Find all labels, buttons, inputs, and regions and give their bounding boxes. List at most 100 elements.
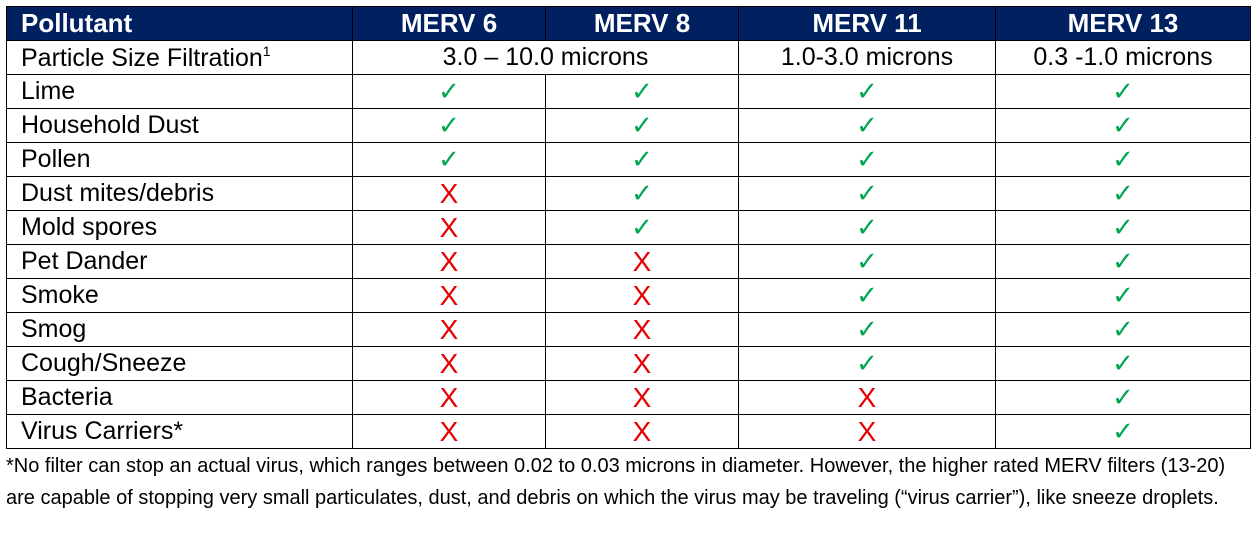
checkmark-icon: ✓ xyxy=(856,144,878,175)
checkmark-icon: ✓ xyxy=(856,76,878,107)
merv13-cell: ✓ xyxy=(995,244,1251,279)
pollutant-label: Bacteria xyxy=(6,380,353,415)
table-row: Household Dust ✓ ✓ ✓ ✓ xyxy=(6,108,1251,143)
x-mark-icon: X xyxy=(632,245,652,277)
size-merv13: 0.3 -1.0 microns xyxy=(995,40,1251,75)
merv13-cell: ✓ xyxy=(995,142,1251,177)
checkmark-icon: ✓ xyxy=(631,212,653,243)
header-merv6: MERV 6 xyxy=(352,6,546,41)
checkmark-icon: ✓ xyxy=(1112,144,1134,175)
x-mark-icon: X xyxy=(439,279,459,311)
footnote-marker: 1 xyxy=(262,42,271,59)
checkmark-icon: ✓ xyxy=(856,314,878,345)
merv-table: Pollutant MERV 6 MERV 8 MERV 11 MERV 13 … xyxy=(6,6,1251,449)
merv13-cell: ✓ xyxy=(995,278,1251,313)
merv11-cell: ✓ xyxy=(738,210,996,245)
table-row: Smoke X X ✓ ✓ xyxy=(6,278,1251,313)
table-row: Dust mites/debris X ✓ ✓ ✓ xyxy=(6,176,1251,211)
merv8-cell: X xyxy=(545,278,739,313)
particle-size-row: Particle Size Filtration1 3.0 – 10.0 mic… xyxy=(6,40,1251,75)
checkmark-icon: ✓ xyxy=(856,110,878,141)
particle-size-label-cell: Particle Size Filtration1 xyxy=(6,40,353,75)
checkmark-icon: ✓ xyxy=(856,178,878,209)
pollutant-label: Dust mites/debris xyxy=(6,176,353,211)
checkmark-icon: ✓ xyxy=(631,144,653,175)
merv11-cell: ✓ xyxy=(738,74,996,109)
checkmark-icon: ✓ xyxy=(1112,280,1134,311)
x-mark-icon: X xyxy=(439,313,459,345)
merv13-cell: ✓ xyxy=(995,108,1251,143)
merv8-cell: ✓ xyxy=(545,74,739,109)
x-mark-icon: X xyxy=(439,347,459,379)
merv11-cell: ✓ xyxy=(738,108,996,143)
merv13-cell: ✓ xyxy=(995,414,1251,449)
merv11-cell: ✓ xyxy=(738,346,996,381)
merv11-cell: ✓ xyxy=(738,278,996,313)
merv8-cell: X xyxy=(545,346,739,381)
x-mark-icon: X xyxy=(857,381,877,413)
table-row: Virus Carriers* X X X ✓ xyxy=(6,414,1251,449)
merv6-cell: X xyxy=(352,210,546,245)
table-row: Pet Dander X X ✓ ✓ xyxy=(6,244,1251,279)
merv8-cell: X xyxy=(545,312,739,347)
merv8-cell: ✓ xyxy=(545,210,739,245)
merv6-cell: X xyxy=(352,346,546,381)
checkmark-icon: ✓ xyxy=(856,246,878,277)
header-merv13: MERV 13 xyxy=(995,6,1251,41)
header-row: Pollutant MERV 6 MERV 8 MERV 11 MERV 13 xyxy=(6,6,1251,41)
pollutant-label: Smog xyxy=(6,312,353,347)
table-row: Pollen ✓ ✓ ✓ ✓ xyxy=(6,142,1251,177)
x-mark-icon: X xyxy=(632,279,652,311)
checkmark-icon: ✓ xyxy=(1112,348,1134,379)
x-mark-icon: X xyxy=(439,177,459,209)
merv6-cell: ✓ xyxy=(352,142,546,177)
x-mark-icon: X xyxy=(632,381,652,413)
checkmark-icon: ✓ xyxy=(856,280,878,311)
pollutant-label: Smoke xyxy=(6,278,353,313)
merv13-cell: ✓ xyxy=(995,346,1251,381)
checkmark-icon: ✓ xyxy=(438,110,460,141)
checkmark-icon: ✓ xyxy=(1112,212,1134,243)
checkmark-icon: ✓ xyxy=(1112,382,1134,413)
pollutant-label: Mold spores xyxy=(6,210,353,245)
pollutant-label: Household Dust xyxy=(6,108,353,143)
table-row: Mold spores X ✓ ✓ ✓ xyxy=(6,210,1251,245)
merv6-cell: ✓ xyxy=(352,74,546,109)
merv11-cell: ✓ xyxy=(738,312,996,347)
particle-size-label: Particle Size Filtration xyxy=(21,43,263,72)
header-pollutant: Pollutant xyxy=(6,6,353,41)
merv8-cell: X xyxy=(545,380,739,415)
checkmark-icon: ✓ xyxy=(1112,314,1134,345)
merv6-cell: ✓ xyxy=(352,108,546,143)
checkmark-icon: ✓ xyxy=(631,110,653,141)
merv11-cell: ✓ xyxy=(738,244,996,279)
merv11-cell: ✓ xyxy=(738,142,996,177)
x-mark-icon: X xyxy=(439,245,459,277)
pollutant-label: Pet Dander xyxy=(6,244,353,279)
checkmark-icon: ✓ xyxy=(631,178,653,209)
merv6-cell: X xyxy=(352,414,546,449)
merv6-cell: X xyxy=(352,244,546,279)
merv8-cell: ✓ xyxy=(545,108,739,143)
merv6-cell: X xyxy=(352,380,546,415)
pollutant-label: Lime xyxy=(6,74,353,109)
pollutant-label: Pollen xyxy=(6,142,353,177)
checkmark-icon: ✓ xyxy=(631,76,653,107)
merv13-cell: ✓ xyxy=(995,380,1251,415)
x-mark-icon: X xyxy=(632,347,652,379)
merv8-cell: ✓ xyxy=(545,142,739,177)
header-merv11: MERV 11 xyxy=(738,6,996,41)
merv6-cell: X xyxy=(352,278,546,313)
checkmark-icon: ✓ xyxy=(1112,76,1134,107)
table-row: Smog X X ✓ ✓ xyxy=(6,312,1251,347)
x-mark-icon: X xyxy=(632,415,652,447)
size-merv11: 1.0-3.0 microns xyxy=(738,40,996,75)
pollutant-label: Virus Carriers* xyxy=(6,414,353,449)
merv6-cell: X xyxy=(352,312,546,347)
x-mark-icon: X xyxy=(439,381,459,413)
merv-comparison: Pollutant MERV 6 MERV 8 MERV 11 MERV 13 … xyxy=(6,6,1251,514)
merv11-cell: ✓ xyxy=(738,176,996,211)
table-row: Bacteria X X X ✓ xyxy=(6,380,1251,415)
checkmark-icon: ✓ xyxy=(1112,246,1134,277)
merv13-cell: ✓ xyxy=(995,74,1251,109)
